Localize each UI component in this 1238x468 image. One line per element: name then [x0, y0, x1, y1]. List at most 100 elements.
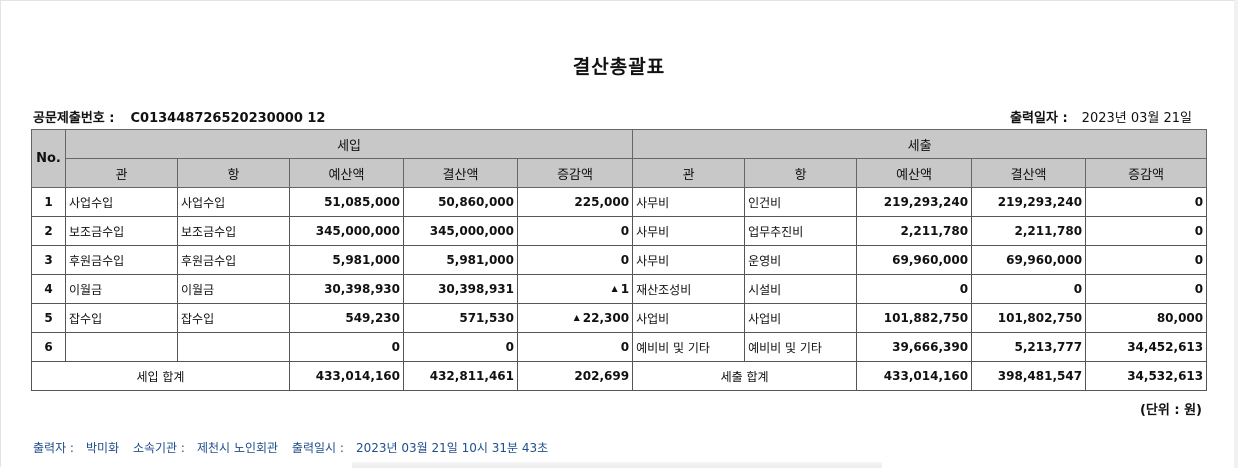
expense-budget-value: 219,293,240 — [883, 195, 969, 209]
income-gwan-cell — [65, 332, 178, 362]
income-budget-value: 5,981,000 — [332, 253, 400, 267]
doc-number-label: 공문제출번호 : — [33, 111, 115, 126]
expense-settlement-cell: 101,802,750 — [971, 303, 1087, 333]
org-label: 소속기관 : — [132, 441, 185, 455]
expense-hang-value: 업무추진비 — [748, 224, 804, 239]
expense-settlement-value: 2,211,780 — [1014, 224, 1083, 238]
col-income-settlement: 결산액 — [403, 158, 518, 188]
expense-total-diff: 34,532,613 — [1085, 361, 1208, 391]
row-no-value: 6 — [44, 340, 53, 354]
table-row: 5 잡수입 잡수입 549,230 571,530 ▲ 22,300 사업비 사업비 101,8… — [31, 303, 1208, 333]
row-no-value: 3 — [44, 253, 53, 267]
income-gwan-value: 이월금 — [69, 282, 103, 297]
income-hang-cell: 후원금수입 — [177, 245, 290, 275]
expense-budget-value: 2,211,780 — [900, 224, 969, 238]
triangle-up-icon: ▲ — [611, 284, 618, 293]
income-hang-cell: 잡수입 — [177, 303, 290, 333]
income-hang-value: 이월금 — [181, 282, 215, 297]
income-budget-value: 345,000,000 — [315, 224, 400, 238]
bottom-toolbar-shadow — [352, 462, 882, 468]
income-budget-value: 51,085,000 — [324, 195, 400, 209]
expense-diff-cell: 0 — [1085, 245, 1208, 275]
expense-hang-cell: 시설비 — [744, 274, 858, 304]
income-gwan-value: 보조금수입 — [69, 224, 125, 239]
expense-diff-value: 0 — [1194, 282, 1204, 296]
datetime-label: 출력일시 : — [291, 441, 344, 455]
expense-settlement-value: 0 — [1073, 282, 1083, 296]
page-title: 결산총괄표 — [572, 56, 666, 78]
income-budget-cell: 549,230 — [289, 303, 404, 333]
expense-hang-cell: 사업비 — [744, 303, 858, 333]
income-hang-value: 후원금수입 — [181, 253, 237, 268]
expense-diff-value: 0 — [1194, 224, 1204, 238]
expense-gwan-value: 재산조성비 — [636, 282, 692, 297]
expense-gwan-value: 예비비 및 기타 — [636, 340, 710, 355]
expense-total-label: 세출 합계 — [632, 361, 858, 391]
expense-hang-value: 사업비 — [748, 311, 782, 326]
col-income-budget: 예산액 — [289, 158, 404, 188]
table-row: 6 0 0 0 예비비 및 기타 예비비 및 기타 39,666,390 5,213,777 3… — [31, 332, 1208, 362]
expense-diff-cell: 34,452,613 — [1085, 332, 1208, 362]
income-diff-value: 0 — [620, 253, 630, 267]
income-hang-value: 보조금수입 — [181, 224, 237, 239]
expense-gwan-cell: 사무비 — [632, 216, 746, 246]
income-budget-value: 0 — [391, 340, 400, 354]
expense-settlement-cell: 2,211,780 — [971, 216, 1087, 246]
income-diff-cell: 0 — [516, 216, 634, 246]
income-diff-cell: 225,000 — [516, 187, 634, 217]
expense-settlement-cell: 0 — [971, 274, 1087, 304]
col-income: 세입 — [64, 129, 634, 159]
col-expense-hang: 항 — [744, 158, 858, 188]
expense-diff-value: 34,452,613 — [1127, 340, 1204, 354]
expense-hang-cell: 운영비 — [744, 245, 858, 275]
expense-budget-cell: 69,960,000 — [856, 245, 973, 275]
table-row: 1 사업수입 사업수입 51,085,000 50,860,000 225,000 사무비 인… — [31, 187, 1208, 217]
income-hang-cell: 사업수입 — [177, 187, 290, 217]
expense-settlement-value: 69,960,000 — [1006, 253, 1083, 267]
expense-gwan-value: 사무비 — [636, 253, 670, 268]
row-no-cell: 5 — [31, 303, 66, 333]
income-total-settlement: 432,811,461 — [403, 361, 518, 391]
income-gwan-cell: 사업수입 — [65, 187, 178, 217]
row-no-cell: 6 — [31, 332, 66, 362]
row-no-cell: 2 — [31, 216, 66, 246]
expense-gwan-cell: 재산조성비 — [632, 274, 746, 304]
income-diff-cell: 0 — [516, 332, 634, 362]
expense-diff-cell: 80,000 — [1085, 303, 1208, 333]
col-no: No. — [31, 129, 66, 188]
row-no-value: 5 — [44, 311, 53, 325]
income-settlement-cell: 571,530 — [403, 303, 518, 333]
col-income-gwan: 관 — [65, 158, 178, 188]
income-hang-cell — [177, 332, 290, 362]
income-hang-value: 사업수입 — [181, 195, 226, 210]
writer-value: 박미화 — [85, 441, 120, 455]
income-settlement-cell: 345,000,000 — [403, 216, 518, 246]
col-expense-budget: 예산액 — [856, 158, 973, 188]
expense-diff-cell: 0 — [1085, 187, 1208, 217]
expense-hang-cell: 인건비 — [744, 187, 858, 217]
expense-settlement-value: 5,213,777 — [1014, 340, 1083, 354]
income-total-diff: 202,699 — [516, 361, 634, 391]
income-budget-value: 549,230 — [345, 311, 400, 325]
income-gwan-cell: 보조금수입 — [65, 216, 178, 246]
expense-budget-cell: 2,211,780 — [856, 216, 973, 246]
expense-settlement-value: 101,802,750 — [997, 311, 1083, 325]
vertical-scrollbar[interactable] — [1234, 0, 1238, 468]
income-gwan-cell: 잡수입 — [65, 303, 178, 333]
expense-budget-value: 101,882,750 — [883, 311, 969, 325]
expense-settlement-cell: 5,213,777 — [971, 332, 1087, 362]
doc-number: 공문제출번호 : C013448726520230000 12 — [33, 107, 325, 126]
expense-hang-value: 시설비 — [748, 282, 782, 297]
table-row: 2 보조금수입 보조금수입 345,000,000 345,000,000 0 사무비 업무추… — [31, 216, 1208, 246]
income-settlement-value: 30,398,931 — [438, 282, 514, 296]
expense-total-budget: 433,014,160 — [856, 361, 973, 391]
income-settlement-cell: 0 — [403, 332, 518, 362]
expense-settlement-value: 219,293,240 — [997, 195, 1083, 209]
income-settlement-cell: 50,860,000 — [403, 187, 518, 217]
expense-budget-value: 69,960,000 — [892, 253, 969, 267]
row-no-value: 4 — [44, 282, 53, 296]
income-diff-cell: ▲ 1 — [516, 274, 634, 304]
unit-note: (단위 : 원) — [1139, 403, 1202, 418]
expense-hang-value: 예비비 및 기타 — [748, 340, 822, 355]
header-row-sub: 관 항 예산액 결산액 증감액 관 항 예산액 결산액 증감액 — [32, 158, 1208, 188]
